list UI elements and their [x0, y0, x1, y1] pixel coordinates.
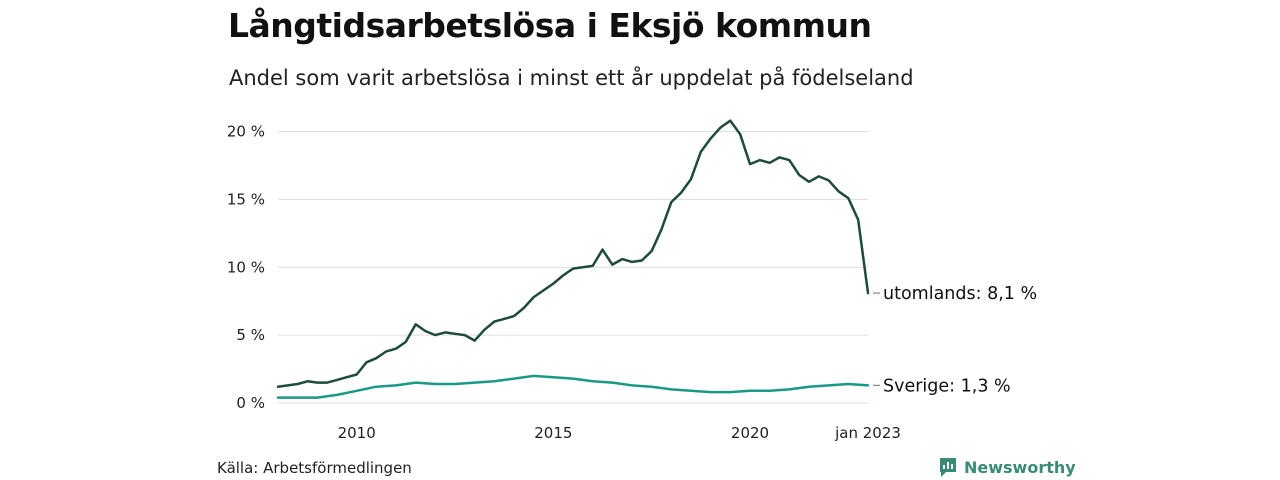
end-label-sverige: Sverige: 1,3 % — [883, 376, 1011, 396]
series-line-utomlands — [276, 119, 870, 388]
y-tick-label: 20 % — [227, 123, 265, 141]
y-tick-label: 0 % — [236, 394, 265, 412]
end-labels: utomlands: 8,1 % Sverige: 1,3 % — [873, 284, 1037, 396]
chart-subtitle: Andel som varit arbetslösa i minst ett å… — [229, 66, 914, 90]
chart-title: Långtidsarbetslösa i Eksjö kommun — [228, 6, 872, 45]
y-tick-label: 15 % — [227, 190, 265, 208]
brand-logo[interactable]: Newsworthy — [938, 456, 1076, 478]
x-axis: 2010 2015 2020 jan 2023 — [338, 424, 901, 442]
series-line-sverige — [276, 374, 870, 399]
newsworthy-logo-icon — [940, 458, 956, 477]
series-lines — [276, 119, 870, 399]
x-tick-label: 2020 — [731, 424, 769, 442]
x-tick-label: jan 2023 — [834, 424, 901, 442]
y-tick-label: 10 % — [227, 258, 265, 276]
y-tick-label: 5 % — [236, 326, 265, 344]
brand-name: Newsworthy — [964, 457, 1076, 477]
x-tick-label: 2010 — [338, 424, 376, 442]
y-axis: 0 % 5 % 10 % 15 % 20 % — [227, 123, 265, 412]
end-label-utomlands: utomlands: 8,1 % — [883, 284, 1037, 304]
source-note: Källa: Arbetsförmedlingen — [217, 459, 412, 477]
grid-lines — [278, 131, 868, 404]
x-tick-label: 2015 — [534, 424, 572, 442]
